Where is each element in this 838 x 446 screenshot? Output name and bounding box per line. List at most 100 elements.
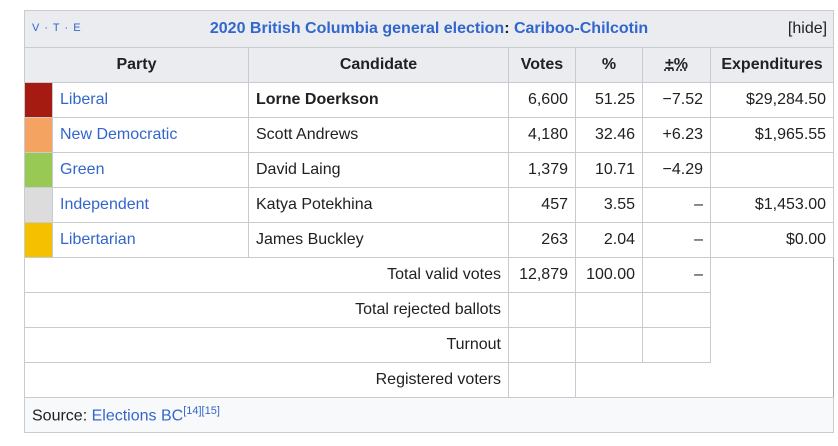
percent: 51.25 bbox=[594, 91, 635, 108]
reference-link[interactable]: [14] bbox=[183, 404, 202, 417]
title-cell: V · T · E 2020 British Columbia general … bbox=[23, 10, 835, 48]
change: +6.23 bbox=[662, 126, 703, 143]
election-box: V · T · E 2020 British Columbia general … bbox=[23, 10, 835, 433]
column-header-text: Party bbox=[116, 56, 157, 73]
change: – bbox=[694, 231, 703, 248]
change: −7.52 bbox=[662, 91, 703, 108]
total-row: Registered voters bbox=[24, 362, 834, 398]
result-row: Green David Laing 1,379 10.71 −4.29 bbox=[24, 152, 835, 188]
votes-cell: 457 bbox=[508, 187, 576, 223]
votes-cell bbox=[508, 292, 576, 328]
total-label-cell: Total rejected ballots bbox=[24, 292, 509, 328]
column-header: % bbox=[575, 47, 643, 83]
votes-cell: 12,879 bbox=[508, 257, 576, 293]
column-header-text: % bbox=[601, 56, 617, 73]
change-cell: – bbox=[642, 187, 711, 223]
percent-cell bbox=[575, 327, 643, 363]
votes: 12,879 bbox=[519, 266, 568, 283]
candidate: Lorne Doerkson bbox=[256, 91, 379, 108]
column-header-text: Candidate bbox=[339, 56, 418, 73]
votes-cell: 1,379 bbox=[508, 152, 576, 188]
title-separator: : bbox=[504, 20, 510, 37]
votes: 457 bbox=[541, 196, 568, 213]
total-label-cell: Turnout bbox=[24, 327, 509, 363]
percent-cell: 32.46 bbox=[575, 117, 643, 153]
result-row: Libertarian James Buckley 263 2.04 – $0.00 bbox=[24, 222, 835, 258]
column-header-text: Votes bbox=[520, 56, 564, 73]
column-header: Party bbox=[24, 47, 249, 83]
change-cell: – bbox=[642, 257, 711, 293]
source-label: Source: bbox=[32, 407, 88, 425]
reference: [15] bbox=[202, 405, 220, 417]
votes: 263 bbox=[541, 231, 568, 248]
party-link[interactable]: New Democratic bbox=[60, 126, 178, 143]
party-cell: Green bbox=[52, 152, 249, 188]
candidate-cell: Scott Andrews bbox=[248, 117, 509, 153]
source-cell: Source: Elections BC[14][15] bbox=[23, 397, 835, 433]
expenditures-cell: $1,965.55 bbox=[709, 117, 835, 153]
expenditures-cell bbox=[709, 152, 835, 188]
title: 2020 British Columbia general election: … bbox=[210, 20, 648, 37]
change: – bbox=[694, 266, 703, 283]
candidate: Scott Andrews bbox=[256, 126, 359, 143]
candidate-cell: Lorne Doerkson bbox=[248, 82, 509, 118]
expenditures: $29,284.50 bbox=[745, 91, 827, 108]
column-header-text: ±% bbox=[664, 56, 688, 73]
party-color bbox=[24, 187, 53, 223]
reference: [14] bbox=[183, 405, 201, 417]
percent: 2.04 bbox=[603, 231, 635, 248]
column-header-text: Expenditures bbox=[721, 56, 823, 73]
title-link[interactable]: Cariboo-Chilcotin bbox=[513, 20, 649, 37]
change-cell: – bbox=[642, 222, 711, 258]
column-header: Votes bbox=[508, 47, 576, 83]
candidate: David Laing bbox=[256, 161, 341, 178]
party-color bbox=[24, 117, 53, 153]
total-label-cell: Total valid votes bbox=[24, 257, 509, 293]
party-link[interactable]: Green bbox=[60, 161, 105, 178]
expenditures-cell: $0.00 bbox=[709, 222, 835, 258]
total-label-cell: Registered voters bbox=[24, 362, 509, 398]
party-link[interactable]: Liberal bbox=[60, 91, 109, 108]
party-cell: Liberal bbox=[52, 82, 249, 118]
total-label: Total valid votes bbox=[387, 266, 501, 283]
result-row: New Democratic Scott Andrews 4,180 32.46 +6.… bbox=[24, 117, 835, 153]
candidate-cell: David Laing bbox=[248, 152, 509, 188]
percent: 32.46 bbox=[594, 126, 635, 143]
percent-cell: 100.00 bbox=[575, 257, 643, 293]
vte-link[interactable]: V bbox=[32, 22, 41, 34]
vte-link[interactable]: E bbox=[73, 22, 82, 34]
votes-cell bbox=[508, 327, 576, 363]
percent: 3.55 bbox=[603, 196, 635, 213]
party-cell: Libertarian bbox=[52, 222, 249, 258]
change: −4.29 bbox=[662, 161, 703, 178]
source-row: Source: Elections BC[14][15] bbox=[23, 397, 835, 433]
empty-space bbox=[710, 327, 834, 363]
empty-space bbox=[575, 362, 834, 398]
vte-link[interactable]: T bbox=[52, 22, 61, 34]
party-link[interactable]: Independent bbox=[60, 196, 149, 213]
party-link[interactable]: Libertarian bbox=[60, 231, 136, 248]
column-header: Expenditures bbox=[709, 47, 835, 83]
percent-cell: 3.55 bbox=[575, 187, 643, 223]
votes: 4,180 bbox=[527, 126, 568, 143]
party-color bbox=[24, 222, 53, 258]
total-label: Turnout bbox=[446, 336, 501, 353]
votes-cell bbox=[508, 362, 576, 398]
source-link[interactable]: Elections BC bbox=[91, 407, 184, 425]
percent: 10.71 bbox=[594, 161, 635, 178]
result-row: Independent Katya Potekhina 457 3.55 – $1,453… bbox=[24, 187, 835, 223]
column-header: Candidate bbox=[248, 47, 509, 83]
percent-cell: 10.71 bbox=[575, 152, 643, 188]
toggle[interactable]: [hide] bbox=[787, 20, 828, 37]
change-cell: −7.52 bbox=[642, 82, 711, 118]
percent-cell bbox=[575, 292, 643, 328]
total-row: Total valid votes 12,879 100.00 – bbox=[24, 257, 834, 293]
votes: 1,379 bbox=[527, 161, 568, 178]
expenditures: $0.00 bbox=[786, 231, 827, 248]
expenditures: $1,965.55 bbox=[754, 126, 827, 143]
percent-cell: 51.25 bbox=[575, 82, 643, 118]
votes-cell: 6,600 bbox=[508, 82, 576, 118]
empty-space bbox=[710, 257, 834, 293]
reference-link[interactable]: [15] bbox=[201, 404, 220, 417]
title-link[interactable]: 2020 British Columbia general election bbox=[209, 20, 505, 37]
